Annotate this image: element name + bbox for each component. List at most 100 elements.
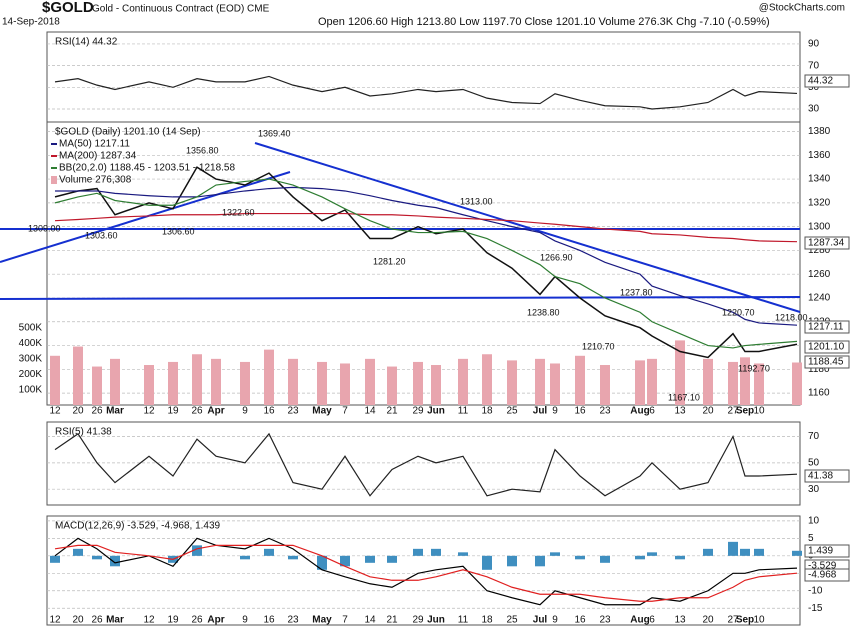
x-tick-label: 21 [386, 406, 398, 417]
value-tag [804, 355, 850, 369]
x-tick-label: 23 [287, 406, 299, 417]
volume-bar [458, 358, 468, 405]
histogram-bar [458, 552, 468, 556]
volume-tick-label: 100K [19, 384, 43, 395]
annotation: 1220.70 [722, 307, 755, 317]
x-tick-label: 19 [167, 615, 179, 626]
y-tick-label: -10 [808, 585, 823, 596]
series-line [54, 544, 798, 602]
volume-tick-label: 300K [19, 353, 43, 364]
y-tick-label: -15 [808, 603, 823, 614]
legend-label: BB(20,2.0) 1188.45 - 1203.51 - 1218.58 [59, 163, 235, 174]
x-tick-label: 16 [574, 406, 586, 417]
panel-title: RSI(14) 44.32 [55, 37, 118, 48]
annotation: 1210.70 [582, 341, 615, 351]
value-tag [804, 568, 850, 582]
value-tag-label: 1188.45 [808, 357, 844, 368]
histogram-bar [387, 555, 397, 563]
histogram-bar [600, 555, 610, 563]
x-tick-label: 20 [72, 615, 84, 626]
histogram-bar [507, 555, 517, 567]
volume-bar [264, 349, 274, 405]
panel-title: RSI(5) 41.38 [55, 427, 112, 438]
series-line [54, 537, 798, 606]
x-tick-label: 12 [143, 615, 155, 626]
y-tick-label: 90 [808, 39, 820, 50]
panel-title: $GOLD (Daily) 1201.10 (14 Sep) [55, 127, 201, 138]
volume-bar [387, 366, 397, 405]
x-tick-label: 26 [91, 615, 103, 626]
x-tick-label: Mar [106, 615, 124, 626]
x-tick-label: 26 [191, 406, 203, 417]
x-tick-label: Jul [533, 406, 548, 417]
volume-bar [211, 358, 221, 405]
y-tick-label: 10 [808, 516, 820, 527]
volume-bar [50, 355, 60, 405]
series-line [55, 186, 798, 326]
value-tag-label: 41.38 [808, 471, 833, 482]
y-tick-label: 70 [808, 431, 820, 442]
x-tick-label: May [312, 615, 332, 626]
histogram-bar [550, 552, 560, 556]
x-tick-label: 20 [702, 406, 714, 417]
value-tag [804, 320, 850, 334]
volume-bar [365, 358, 375, 405]
annotation: 1238.80 [527, 307, 560, 317]
date: 14-Sep-2018 [2, 17, 60, 28]
annotation: 1192.70 [738, 363, 770, 373]
annotation: 1266.90 [540, 252, 573, 262]
histogram-bar [288, 555, 298, 560]
legend-label: MA(200) 1287.34 [59, 151, 137, 162]
x-tick-label: 16 [574, 615, 586, 626]
volume-bar [740, 357, 750, 405]
volume-bar [647, 358, 657, 405]
y-tick-label: 1280 [808, 245, 831, 256]
x-tick-label: 27 [727, 615, 739, 626]
series-line [54, 212, 798, 243]
instrument-name: Gold - Continuous Contract (EOD) CME [92, 4, 270, 15]
x-tick-label: 26 [91, 406, 103, 417]
series-line [54, 178, 798, 349]
x-tick-label: Aug [630, 615, 649, 626]
volume-bar [92, 366, 102, 405]
x-tick-label: 23 [287, 615, 299, 626]
volume-tick-label: 400K [19, 338, 43, 349]
trend-lines [0, 142, 801, 313]
x-tick-label: 21 [386, 615, 398, 626]
volume-bar [482, 354, 492, 405]
y-tick-label: 5 [808, 533, 814, 544]
value-tag-label: 1.439 [808, 546, 833, 557]
y-tick-label: 1340 [808, 174, 831, 185]
annotation: 1167.10 [668, 392, 700, 402]
volume-bar [240, 361, 250, 405]
x-tick-label: 14 [364, 615, 376, 626]
x-tick-label: 10 [753, 406, 765, 417]
trend-line [254, 142, 801, 313]
y-tick-label: 70 [808, 60, 820, 71]
histogram-bar [264, 548, 274, 556]
trend-line [0, 171, 291, 263]
x-tick-label: 6 [649, 615, 655, 626]
value-tag [804, 544, 850, 558]
annotation: 1218.00 [775, 312, 808, 322]
x-tick-label: 13 [674, 406, 686, 417]
series-line [54, 432, 798, 497]
panel-title: MACD(12,26,9) -3.529, -4.968, 1.439 [55, 521, 221, 532]
histogram-bar [92, 555, 102, 560]
y-tick-label: 30 [808, 484, 820, 495]
histogram-bar [110, 555, 120, 567]
x-tick-label: Aug [630, 406, 649, 417]
x-tick-label: 23 [599, 406, 611, 417]
value-tag-label: -4.968 [808, 570, 837, 581]
x-tick-label: 9 [552, 406, 558, 417]
x-tick-label: Sep [736, 406, 754, 417]
y-tick-label: 1320 [808, 197, 831, 208]
volume-bar [144, 365, 154, 405]
x-tick-label: 10 [753, 615, 765, 626]
histogram-bar [365, 555, 375, 563]
value-tag [804, 469, 850, 483]
volume-bar [792, 362, 802, 405]
x-tick-label: 12 [49, 615, 61, 626]
y-tick-label: 1160 [808, 388, 830, 399]
